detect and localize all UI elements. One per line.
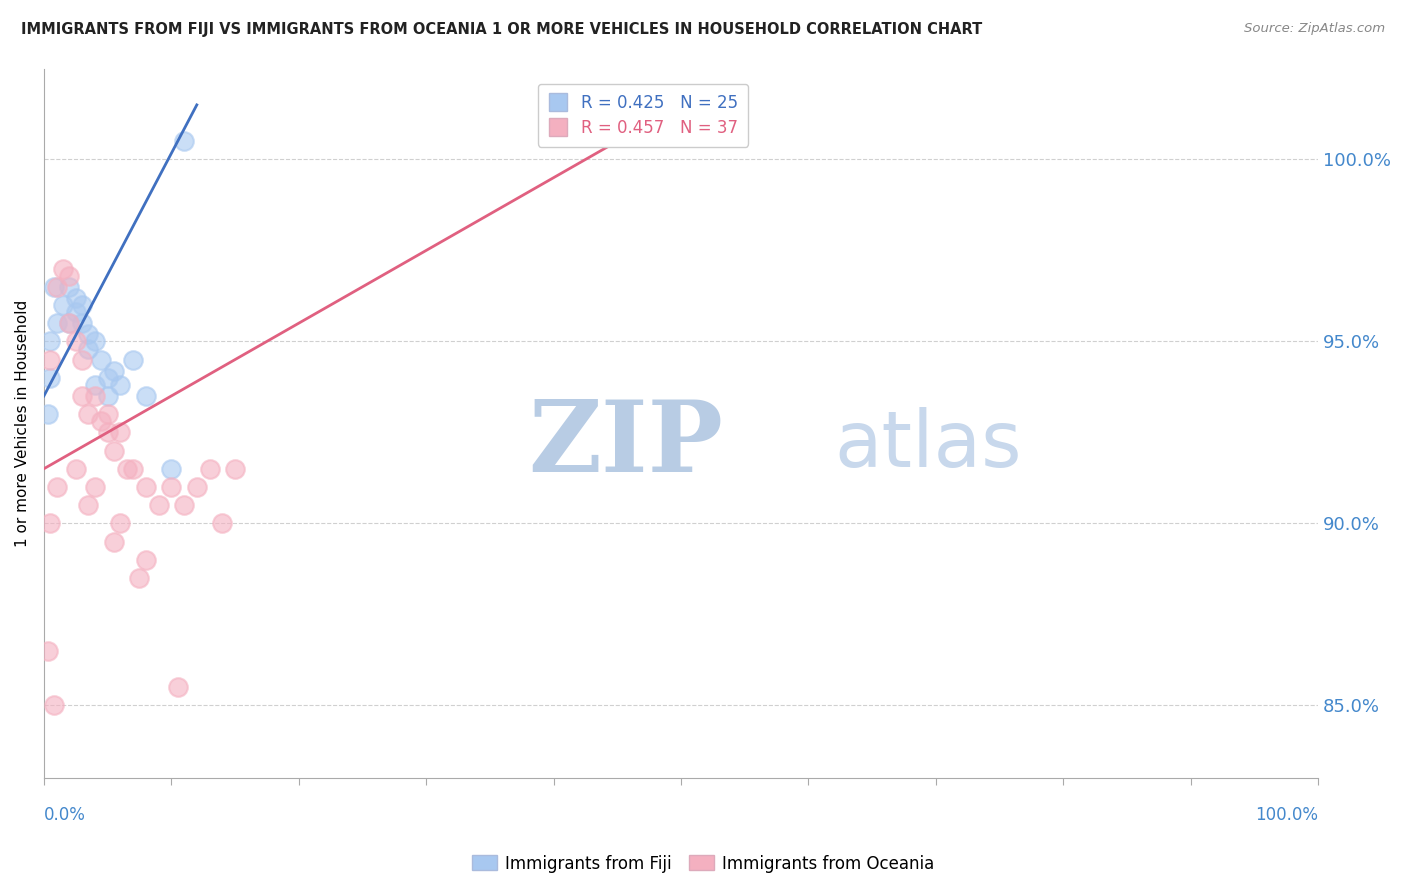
Point: [97, 389, 120, 403]
Point: [70, 316, 93, 330]
Point: [90, 352, 112, 367]
Text: IMMIGRANTS FROM FIJI VS IMMIGRANTS FROM OCEANIA 1 OR MORE VEHICLES IN HOUSEHOLD : IMMIGRANTS FROM FIJI VS IMMIGRANTS FROM …: [21, 22, 983, 37]
Point: [65, 334, 87, 349]
Point: [110, 425, 132, 440]
Point: [37, 407, 59, 421]
Point: [173, 134, 195, 148]
Point: [148, 498, 170, 512]
Point: [122, 461, 145, 475]
Point: [83, 389, 105, 403]
Point: [186, 480, 208, 494]
Point: [70, 352, 93, 367]
Point: [160, 480, 183, 494]
Point: [135, 480, 157, 494]
Point: [90, 414, 112, 428]
Point: [160, 461, 183, 475]
Point: [97, 371, 120, 385]
Text: 100.0%: 100.0%: [1256, 806, 1319, 824]
Point: [135, 552, 157, 566]
Point: [45, 480, 67, 494]
Text: 0.0%: 0.0%: [44, 806, 86, 824]
Point: [135, 389, 157, 403]
Point: [198, 461, 221, 475]
Point: [173, 498, 195, 512]
Point: [65, 291, 87, 305]
Point: [77, 498, 100, 512]
Point: [42, 280, 65, 294]
Point: [70, 298, 93, 312]
Point: [37, 643, 59, 657]
Point: [42, 698, 65, 713]
Point: [103, 534, 125, 549]
Point: [211, 516, 233, 531]
Point: [97, 407, 120, 421]
Point: [45, 316, 67, 330]
Point: [70, 389, 93, 403]
Text: atlas: atlas: [834, 407, 1021, 483]
Point: [83, 480, 105, 494]
Text: ZIP: ZIP: [529, 396, 723, 493]
Point: [52, 261, 75, 276]
Text: Source: ZipAtlas.com: Source: ZipAtlas.com: [1244, 22, 1385, 36]
Point: [110, 516, 132, 531]
Point: [45, 280, 67, 294]
Point: [65, 305, 87, 319]
Point: [110, 378, 132, 392]
Point: [77, 327, 100, 342]
Point: [39, 352, 62, 367]
Y-axis label: 1 or more Vehicles in Household: 1 or more Vehicles in Household: [15, 300, 30, 547]
Point: [39, 371, 62, 385]
Point: [58, 280, 80, 294]
Point: [39, 334, 62, 349]
Point: [77, 342, 100, 356]
Point: [65, 461, 87, 475]
Legend: Immigrants from Fiji, Immigrants from Oceania: Immigrants from Fiji, Immigrants from Oc…: [465, 848, 941, 880]
Point: [103, 363, 125, 377]
Point: [115, 461, 138, 475]
Legend: R = 0.425   N = 25, R = 0.457   N = 37: R = 0.425 N = 25, R = 0.457 N = 37: [537, 84, 748, 146]
Point: [77, 407, 100, 421]
Point: [58, 316, 80, 330]
Point: [166, 680, 188, 694]
Point: [122, 352, 145, 367]
Point: [103, 443, 125, 458]
Point: [83, 378, 105, 392]
Point: [224, 461, 246, 475]
Point: [128, 571, 150, 585]
Point: [58, 316, 80, 330]
Point: [52, 298, 75, 312]
Point: [83, 334, 105, 349]
Point: [39, 516, 62, 531]
Point: [97, 425, 120, 440]
Point: [58, 268, 80, 283]
